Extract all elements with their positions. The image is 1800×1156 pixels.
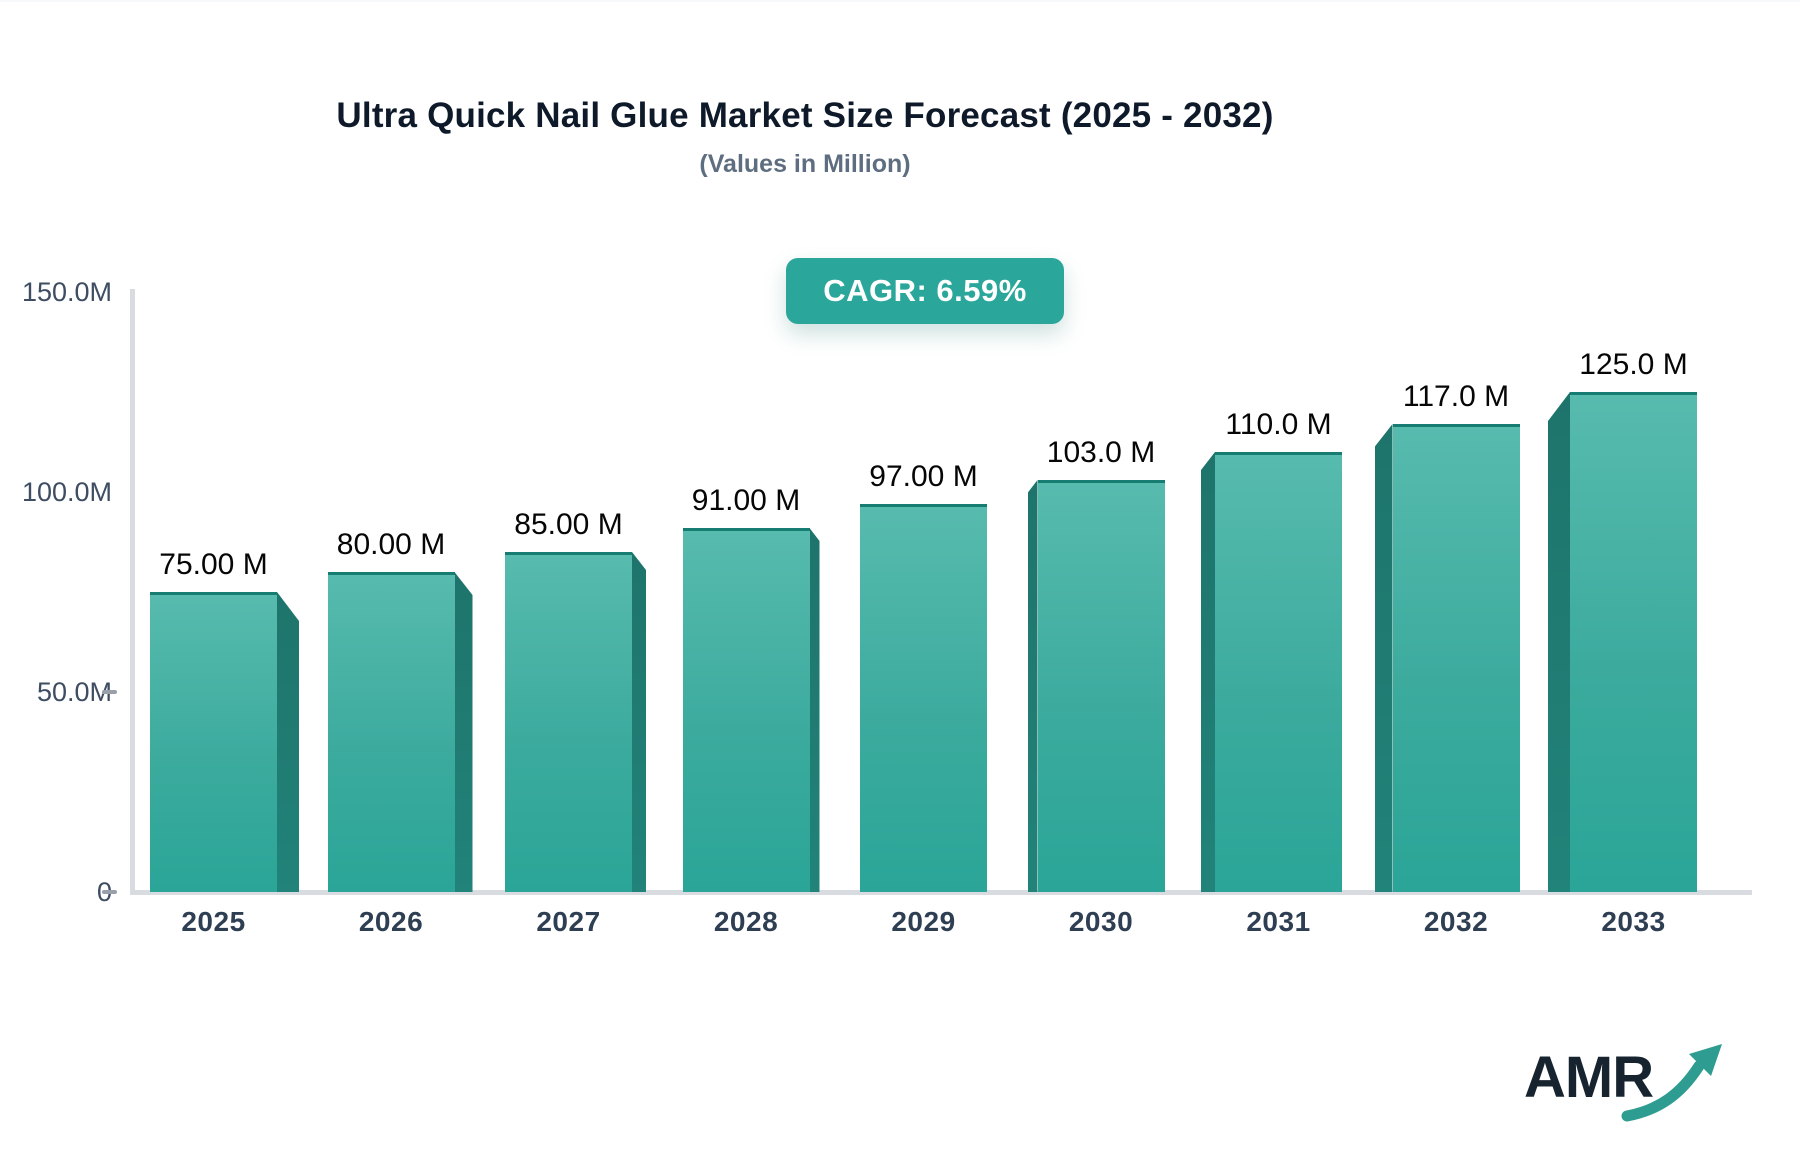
bar-side-3d xyxy=(1201,452,1215,892)
bar-value-label: 110.0 M xyxy=(1225,408,1332,441)
bar-side-3d xyxy=(1374,424,1393,892)
bar-2030 xyxy=(1037,480,1165,892)
bar-side-3d xyxy=(1548,392,1570,892)
y-axis-tick xyxy=(102,890,117,894)
bar-side-3d xyxy=(1027,480,1038,892)
x-axis-label: 2033 xyxy=(1601,906,1666,937)
bar-value-label: 97.00 M xyxy=(869,460,978,493)
x-axis-line xyxy=(130,890,1752,895)
x-axis-label: 2026 xyxy=(358,906,424,937)
x-axis-label: 2029 xyxy=(891,906,956,937)
page-subtitle: (Values in Million) xyxy=(699,150,911,178)
bar-value-label: 80.00 M xyxy=(336,528,446,561)
amr-logo: AMR xyxy=(1524,1036,1724,1126)
bar-2026 xyxy=(327,572,455,892)
bar-2025 xyxy=(150,592,277,892)
y-axis-label: 50.0M xyxy=(36,677,112,707)
y-axis-tick xyxy=(102,690,117,694)
x-axis-label: 2032 xyxy=(1423,906,1489,937)
bar-2028 xyxy=(682,528,810,892)
growth-arrow-icon xyxy=(1621,1044,1722,1122)
bar-2032 xyxy=(1392,424,1520,892)
y-axis-line xyxy=(130,289,135,892)
bar-side-3d xyxy=(632,552,646,892)
x-axis-label: 2025 xyxy=(181,906,246,937)
bar-value-label: 91.00 M xyxy=(691,484,801,517)
y-axis-label: 0 xyxy=(0,876,112,908)
bar-value-label: 103.0 M xyxy=(1046,436,1156,469)
page-title: Ultra Quick Nail Glue Market Size Foreca… xyxy=(336,96,1274,135)
y-axis-label: 100.0M xyxy=(21,477,112,507)
bar-value-label: 117.0 M xyxy=(1402,380,1510,413)
x-axis-label: 2031 xyxy=(1246,906,1311,937)
bar-value-label: 75.00 M xyxy=(159,548,268,581)
bar-2029 xyxy=(860,504,987,892)
x-axis-label: 2028 xyxy=(713,906,779,937)
bar-2027 xyxy=(505,552,632,892)
bar-2033 xyxy=(1570,392,1697,892)
cagr-badge: CAGR: 6.59% xyxy=(786,258,1064,324)
x-axis-label: 2030 xyxy=(1068,906,1134,937)
cagr-badge-label: CAGR: 6.59% xyxy=(823,273,1027,308)
bar-value-label: 125.0 M xyxy=(1579,348,1688,381)
bar-value-label: 85.00 M xyxy=(514,508,623,541)
y-axis-label: 150.0M xyxy=(21,277,112,307)
bar-side-3d xyxy=(454,572,473,892)
bar-side-3d xyxy=(277,592,299,892)
bar-side-3d xyxy=(809,528,820,892)
bar-2031 xyxy=(1215,452,1342,892)
x-axis-label: 2027 xyxy=(536,906,601,937)
amr-logo-text: AMR xyxy=(1524,1045,1654,1110)
